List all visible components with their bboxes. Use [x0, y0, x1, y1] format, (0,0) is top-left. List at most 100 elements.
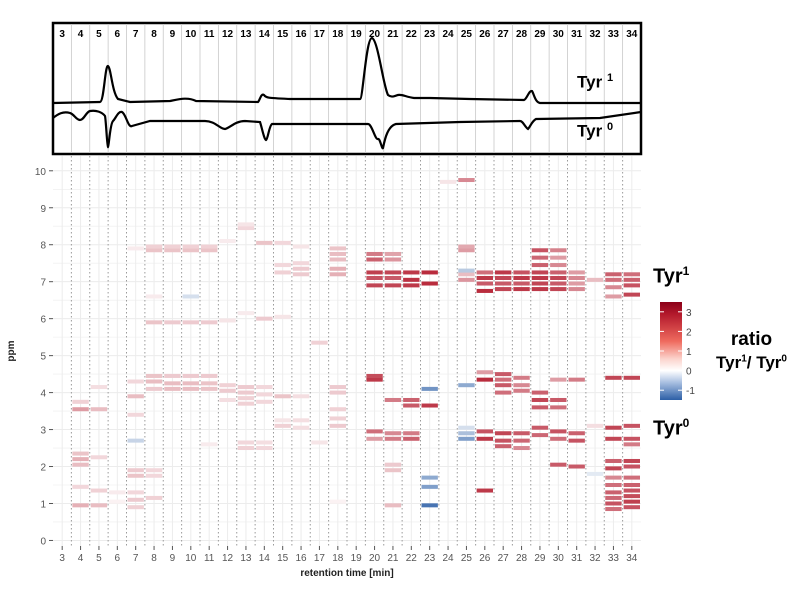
x-tick-label: 9: [170, 553, 176, 564]
heatmap-cell: [531, 255, 549, 260]
x-tick-label: 10: [185, 553, 197, 564]
y-tick-label: 0: [40, 536, 46, 547]
heatmap-cell: [605, 277, 622, 282]
chromatogram-column-dividers: [70, 24, 624, 153]
heatmap-cell: [550, 263, 567, 268]
heatmap-cell: [329, 257, 346, 262]
heatmap-cell: [72, 462, 89, 467]
heatmap-cell: [164, 386, 181, 391]
heatmap-cell: [421, 484, 438, 489]
heatmap-cell: [439, 179, 457, 184]
heatmap-cell: [476, 275, 493, 280]
heatmap-cell: [421, 386, 438, 391]
heatmap-cell: [145, 473, 163, 478]
heatmap-cell: [72, 451, 89, 456]
heatmap-cell: [623, 464, 640, 469]
chromatogram-column-label: 26: [479, 29, 491, 40]
heatmap-cell: [384, 257, 402, 262]
legend-tick-label: 1: [686, 347, 692, 358]
legend-title-a-sup: 1: [741, 353, 747, 365]
heatmap-cell: [550, 405, 567, 410]
heatmap-cell: [127, 468, 144, 473]
chromatogram-column-label: 33: [608, 29, 620, 40]
heatmap-cell: [90, 455, 108, 460]
chromatogram-column-label: 24: [443, 29, 455, 40]
heatmap-cell: [623, 499, 640, 504]
heatmap-cell: [605, 458, 622, 463]
chromatogram-column-label: 6: [115, 29, 121, 40]
heatmap-cell: [237, 390, 255, 395]
y-tick-label: 9: [40, 204, 46, 215]
heatmap-cell: [219, 388, 236, 393]
heatmap-cell: [311, 440, 328, 445]
heatmap-cell: [476, 281, 493, 286]
heatmap-cell: [421, 270, 438, 275]
heatmap-cell: [513, 438, 530, 443]
heatmap-cell: [145, 386, 163, 391]
heatmap-cell: [476, 377, 493, 382]
heatmap-cell: [366, 251, 383, 256]
side-label-tyr0-base: Tyr: [653, 417, 683, 440]
heatmap-cell: [201, 244, 218, 249]
y-tick-label: 1: [40, 499, 46, 510]
heatmap-cell: [182, 244, 199, 249]
heatmap-cell: [531, 281, 549, 286]
heatmap-cell: [476, 288, 493, 293]
heatmap-cell: [72, 457, 89, 462]
heatmap-cell: [292, 394, 310, 399]
x-tick-label: 31: [571, 553, 583, 564]
tyr1-trace: [52, 36, 641, 105]
y-tick-label: 6: [40, 315, 46, 326]
legend-title-line2: Tyr1/ Tyr0: [703, 353, 800, 373]
chromatogram-column-label: 4: [78, 29, 84, 40]
chromatogram-column-label: 11: [204, 29, 215, 40]
heatmap-cell: [145, 244, 163, 249]
heatmap-cell: [458, 248, 475, 253]
legend-title-b: Tyr: [756, 353, 782, 372]
heatmap-cell: [495, 431, 512, 436]
heatmap-cell: [145, 248, 163, 253]
heatmap-cell: [384, 283, 402, 288]
heatmap-cell: [90, 407, 108, 412]
heatmap-cell: [219, 318, 236, 323]
heatmap-cell: [384, 397, 402, 402]
chromatogram-column-label: 29: [534, 29, 546, 40]
chromatogram-column-label: 12: [222, 29, 234, 40]
legend-title-b-sup: 0: [781, 353, 787, 365]
chromatogram-column-label: 13: [240, 29, 252, 40]
chromatogram-column-label: 10: [185, 29, 197, 40]
heatmap-cell: [495, 390, 512, 395]
heatmap-cell: [127, 438, 144, 443]
heatmap-cell: [145, 379, 163, 384]
x-tick-label: 28: [516, 553, 528, 564]
heatmap-cell: [550, 462, 567, 467]
heatmap-cell: [623, 458, 640, 463]
heatmap-cell: [256, 392, 273, 397]
heatmap-cell: [237, 401, 255, 406]
chromatogram-column-label: 23: [424, 29, 436, 40]
heatmap-cell: [164, 381, 181, 386]
heatmap-cell: [531, 405, 549, 410]
heatmap-cell: [256, 440, 273, 445]
heatmap-cell: [109, 490, 126, 495]
chromatogram-column-label: 15: [277, 29, 289, 40]
heatmap-cell: [384, 468, 402, 473]
heatmap-cell: [164, 248, 181, 253]
x-tick-label: 5: [96, 553, 102, 564]
heatmap-cell: [366, 429, 383, 434]
heatmap-cell: [182, 386, 199, 391]
heatmap-cell: [550, 377, 567, 382]
heatmap-cell: [605, 375, 622, 380]
legend-tick-label: -1: [686, 386, 695, 397]
heatmap-cell: [495, 372, 512, 377]
heatmap-cell: [237, 222, 255, 227]
heatmap-cell: [274, 270, 291, 275]
heatmap-cell: [531, 287, 549, 292]
trace-label-tyr1-base: Tyr: [577, 72, 603, 92]
heatmap-cell: [568, 438, 585, 443]
heatmap-cell: [458, 268, 475, 273]
heatmap-cell: [384, 503, 402, 508]
heatmap-cell: [421, 403, 438, 408]
heatmap-cell: [568, 464, 585, 469]
heatmap-cell: [605, 285, 622, 290]
